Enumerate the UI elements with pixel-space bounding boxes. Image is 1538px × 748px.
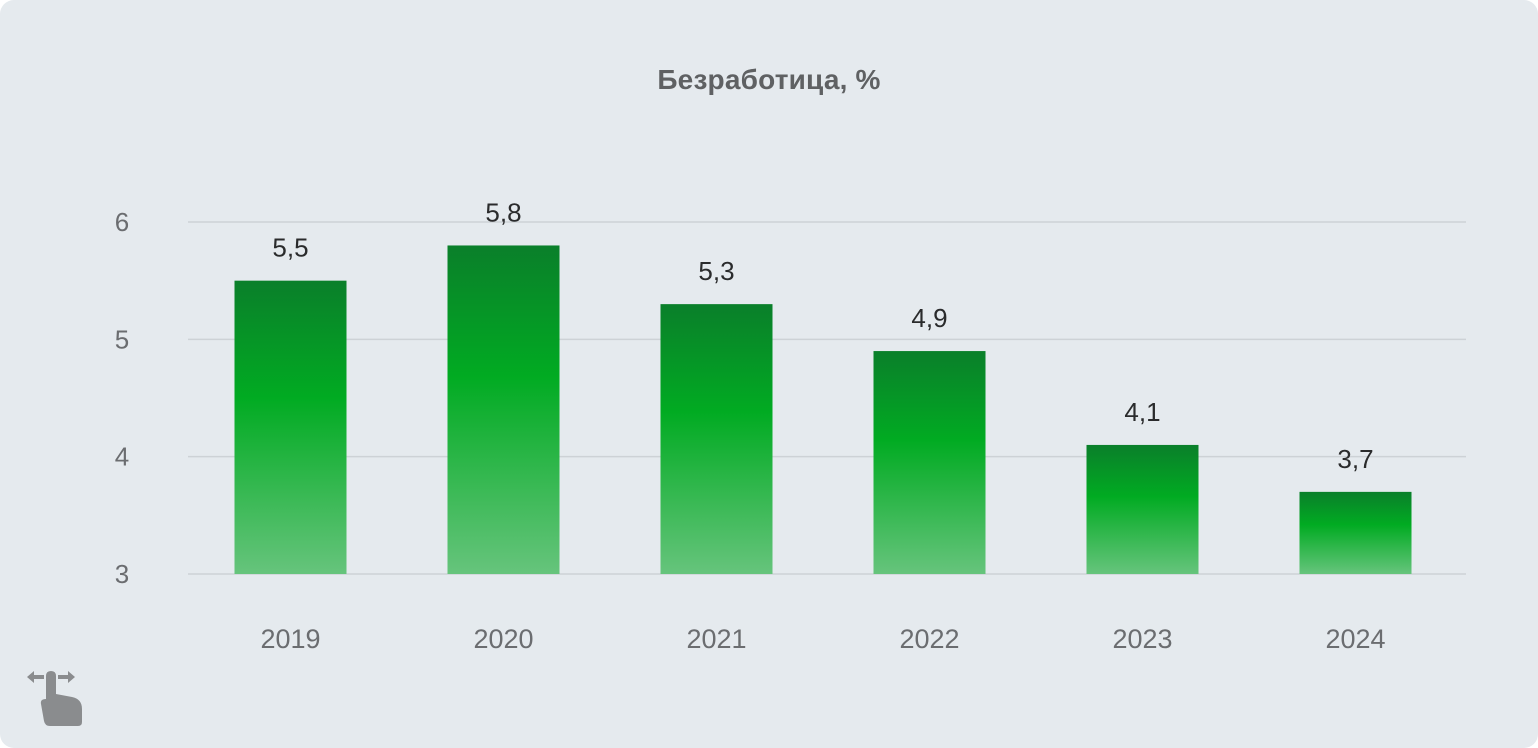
bar-2020: [447, 245, 560, 574]
data-label: 4,1: [1124, 397, 1160, 427]
bar-2021: [660, 304, 773, 574]
x-tick-label: 2019: [260, 624, 320, 654]
data-label: 5,3: [698, 256, 734, 286]
bar-2023: [1086, 444, 1199, 574]
x-tick-label: 2020: [473, 624, 533, 654]
x-tick-label: 2021: [686, 624, 746, 654]
data-label: 4,9: [911, 303, 947, 333]
x-axis-ticks: 2019 2020 2021 2022 2023 2024: [260, 624, 1385, 654]
chart-title: Безработица, %: [657, 64, 881, 95]
x-tick-label: 2023: [1112, 624, 1172, 654]
bar-2019: [234, 280, 347, 574]
y-axis-ticks: 3 4 5 6: [115, 207, 129, 589]
y-tick-label: 3: [115, 559, 129, 589]
bar-2024: [1299, 491, 1412, 574]
y-tick-label: 4: [115, 442, 129, 472]
data-label: 3,7: [1337, 444, 1373, 474]
y-tick-label: 5: [115, 324, 129, 354]
data-label: 5,5: [272, 233, 308, 263]
swipe-gesture-icon: [27, 671, 82, 726]
bar-2022: [873, 351, 986, 574]
data-label: 5,8: [485, 197, 521, 227]
x-tick-label: 2022: [899, 624, 959, 654]
data-labels: 5,5 5,8 5,3 4,9 4,1 3,7: [272, 197, 1373, 473]
x-tick-label: 2024: [1325, 624, 1385, 654]
y-tick-label: 6: [115, 207, 129, 237]
gridlines: [188, 221, 1466, 575]
bars: [234, 245, 1412, 574]
